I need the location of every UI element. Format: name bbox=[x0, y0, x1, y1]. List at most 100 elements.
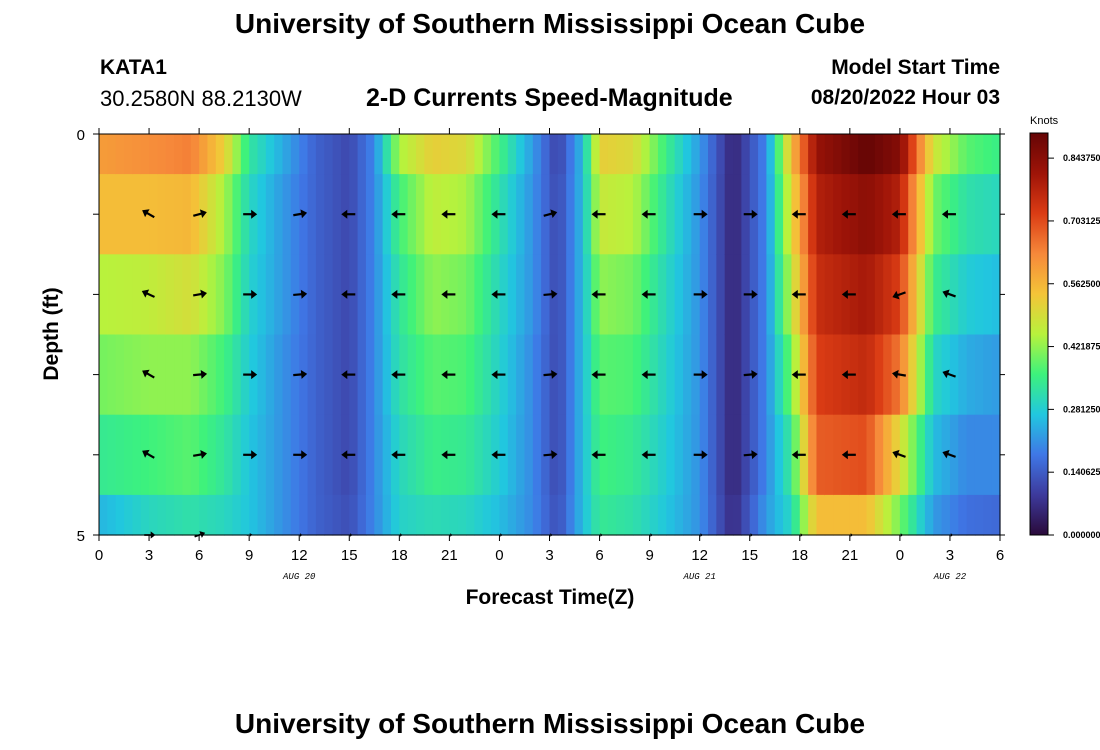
heatmap-cell bbox=[307, 134, 317, 175]
heatmap-cell bbox=[758, 174, 767, 255]
heatmap-cell bbox=[808, 254, 818, 336]
heatmap-cell bbox=[532, 174, 542, 255]
heatmap-cell bbox=[966, 494, 976, 536]
heatmap-cell bbox=[724, 174, 734, 255]
heatmap-cell bbox=[574, 134, 584, 175]
heatmap-cell bbox=[324, 334, 334, 416]
heatmap-cell bbox=[991, 334, 1001, 416]
heatmap-cell bbox=[315, 494, 325, 536]
heatmap-cell bbox=[432, 174, 442, 255]
heatmap-cell bbox=[374, 414, 384, 496]
heatmap-cell bbox=[616, 254, 626, 336]
heatmap-cell bbox=[332, 334, 342, 416]
heatmap-cell bbox=[741, 494, 751, 536]
current-vector-arrow bbox=[293, 289, 308, 299]
heatmap-cell bbox=[324, 254, 334, 336]
heatmap-cell bbox=[541, 134, 551, 175]
heatmap-cell bbox=[265, 254, 275, 336]
heatmap-cell bbox=[616, 334, 626, 416]
heatmap-cell bbox=[482, 334, 492, 416]
heatmap-cell bbox=[641, 134, 651, 175]
heatmap-cell bbox=[224, 174, 234, 255]
heatmap-cell bbox=[716, 134, 726, 175]
heatmap-cell bbox=[115, 414, 125, 496]
heatmap-cell bbox=[274, 494, 284, 536]
current-vector-arrow bbox=[841, 370, 856, 380]
heatmap-cell bbox=[808, 414, 818, 496]
x-tick-label: 18 bbox=[791, 547, 808, 564]
heatmap-cell bbox=[215, 494, 225, 536]
heatmap-cell bbox=[207, 254, 217, 336]
heatmap-cell bbox=[783, 254, 793, 336]
heatmap-cell bbox=[274, 334, 284, 416]
heatmap-cell bbox=[724, 134, 734, 175]
heatmap-cell bbox=[140, 134, 150, 175]
heatmap-cell bbox=[115, 494, 125, 536]
heatmap-cell bbox=[632, 174, 642, 255]
heatmap-cell bbox=[99, 414, 108, 496]
heatmap-cell bbox=[324, 174, 334, 255]
heatmap-cell bbox=[657, 134, 667, 175]
current-vector-arrow bbox=[892, 449, 906, 459]
heatmap-cell bbox=[374, 174, 384, 255]
heatmap-cell bbox=[207, 134, 217, 175]
heatmap-cell bbox=[207, 494, 217, 536]
heatmap-cell bbox=[607, 254, 617, 336]
heatmap-cell bbox=[215, 174, 225, 255]
heatmap-cell bbox=[883, 134, 893, 175]
heatmap-cell bbox=[758, 494, 767, 536]
heatmap-cell bbox=[733, 494, 742, 536]
heatmap-cell bbox=[966, 174, 976, 255]
heatmap-cell bbox=[516, 134, 526, 175]
heatmap-cell bbox=[374, 334, 384, 416]
current-vector-arrow bbox=[543, 289, 558, 299]
heatmap-cell bbox=[282, 494, 292, 536]
heatmap-cell bbox=[749, 494, 759, 536]
heatmap-cell bbox=[766, 254, 776, 336]
heatmap-cell bbox=[315, 334, 325, 416]
heatmap-cell bbox=[716, 254, 726, 336]
heatmap-cell bbox=[466, 334, 476, 416]
current-vector-arrow bbox=[841, 450, 856, 460]
heatmap-cell bbox=[424, 494, 434, 536]
colorbar-gradient bbox=[1029, 132, 1049, 536]
heatmap-cell bbox=[315, 134, 325, 175]
heatmap-cell bbox=[708, 414, 717, 496]
heatmap-cell bbox=[682, 414, 692, 496]
current-vector-arrow bbox=[141, 289, 155, 298]
heatmap-cell bbox=[657, 334, 667, 416]
heatmap-cell bbox=[574, 174, 584, 255]
current-vector-arrow bbox=[942, 449, 956, 459]
heatmap-cell bbox=[224, 334, 234, 416]
heatmap-cell bbox=[516, 414, 526, 496]
heatmap-cell bbox=[591, 134, 601, 175]
heatmap-cell bbox=[157, 174, 167, 255]
heatmap-cell bbox=[774, 494, 784, 536]
x-tick-label: 9 bbox=[245, 547, 253, 564]
heatmap-cell bbox=[674, 494, 684, 536]
date-label: AUG 20 bbox=[282, 572, 316, 582]
heatmap-cell bbox=[758, 414, 767, 496]
heatmap-cell bbox=[933, 134, 943, 175]
heatmap-cell bbox=[808, 174, 818, 255]
heatmap-cell bbox=[766, 174, 776, 255]
heatmap-cell bbox=[307, 254, 317, 336]
current-vector-arrow bbox=[791, 450, 806, 460]
heatmap-cell bbox=[457, 254, 467, 336]
heatmap-cell bbox=[282, 334, 292, 416]
heatmap-cell bbox=[215, 334, 225, 416]
heatmap-cell bbox=[149, 254, 158, 336]
heatmap-cell bbox=[733, 254, 742, 336]
current-vector-arrow bbox=[243, 209, 258, 219]
heatmap-cell bbox=[457, 174, 467, 255]
heatmap-cell bbox=[582, 334, 592, 416]
heatmap-cell bbox=[124, 414, 133, 496]
heatmap-cell bbox=[933, 494, 943, 536]
heatmap-cell bbox=[232, 494, 242, 536]
heatmap-cell bbox=[874, 414, 884, 496]
current-vector-arrow bbox=[591, 289, 606, 299]
heatmap-cell bbox=[833, 254, 843, 336]
heatmap-cell bbox=[624, 254, 634, 336]
heatmap-cell bbox=[858, 334, 868, 416]
colorbar-tick-label: 0.562500 bbox=[1063, 279, 1100, 289]
